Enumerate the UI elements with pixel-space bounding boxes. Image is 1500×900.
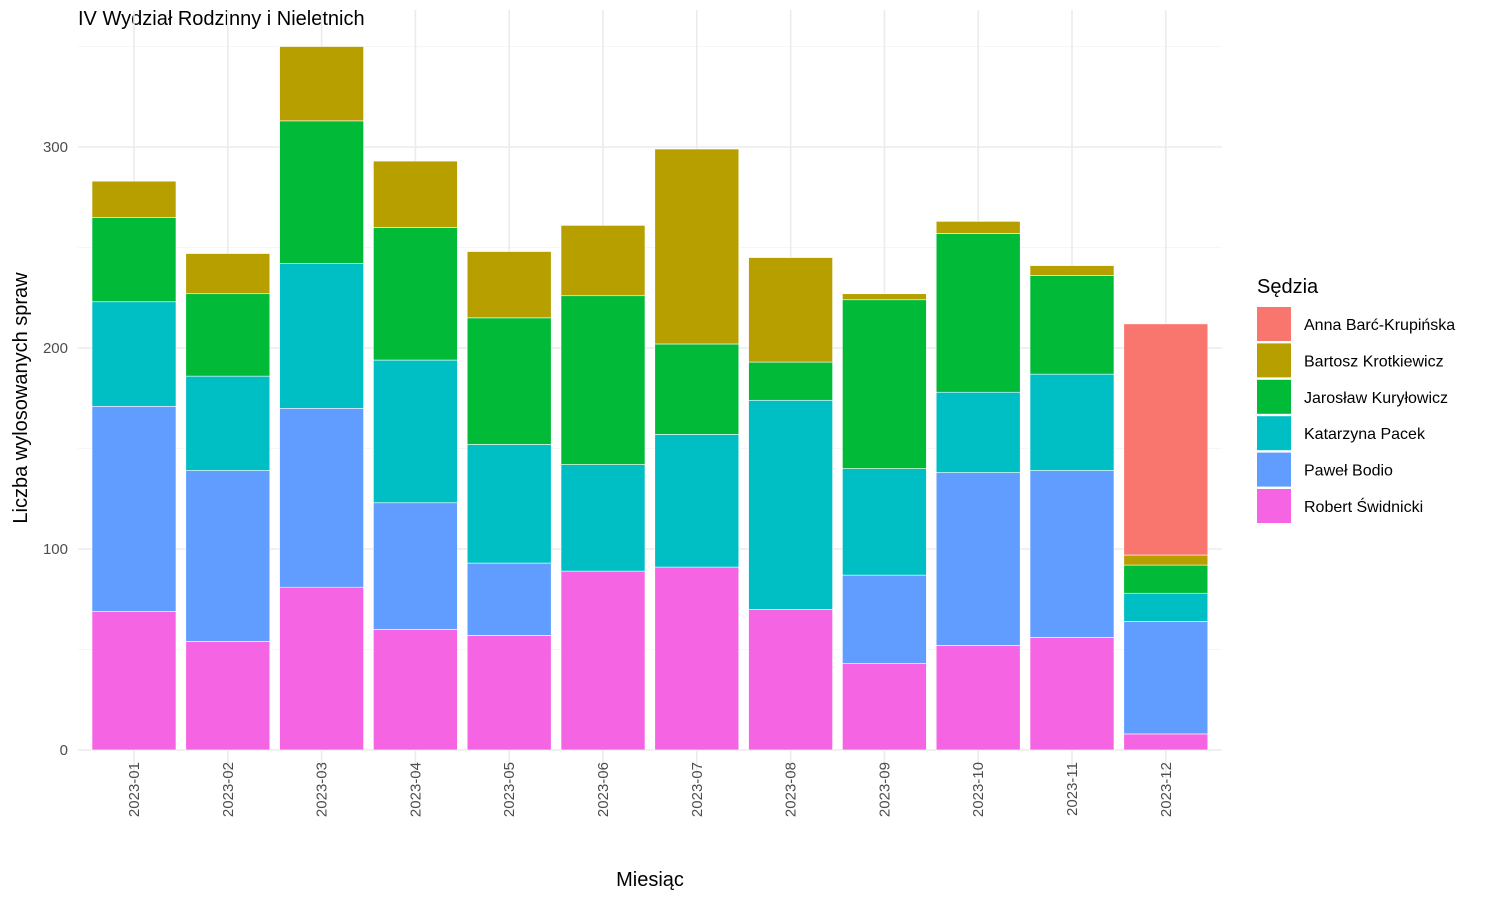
bar-segment <box>279 407 364 588</box>
bar-segment <box>654 434 740 568</box>
bar-segment <box>654 148 740 345</box>
bar-segment <box>560 225 646 297</box>
legend-swatch <box>1257 379 1291 414</box>
bar-segment <box>1123 564 1209 594</box>
bar-segment <box>185 641 271 751</box>
x-tick-label: 2023-06 <box>595 762 612 817</box>
bar-segment <box>185 253 271 295</box>
bar-segment <box>466 635 552 751</box>
y-tick-label: 300 <box>43 139 68 156</box>
y-axis-ticks: 0 100 200 300 <box>43 139 68 759</box>
bar-segment <box>185 470 271 642</box>
bar-segment <box>91 217 177 303</box>
bar-segment <box>185 375 271 471</box>
bar-segment <box>466 444 552 564</box>
legend-swatch <box>1257 307 1291 341</box>
legend-swatch <box>1257 489 1291 523</box>
bar-segment <box>1123 733 1209 751</box>
bar-segment <box>1029 275 1115 375</box>
legend-swatch <box>1257 343 1291 378</box>
bar-segment <box>373 502 458 630</box>
x-tick-label: 2023-05 <box>501 762 518 817</box>
bar-segment <box>91 180 177 218</box>
bar-segment <box>748 399 833 610</box>
bar-segment <box>842 574 927 664</box>
x-tick-label: 2023-03 <box>314 762 331 817</box>
bar-segment <box>373 629 458 751</box>
bar-segment <box>842 468 927 576</box>
bar-segment <box>1029 265 1115 276</box>
bar-segment <box>279 586 364 751</box>
bar-segment <box>560 295 646 465</box>
bar-segment <box>1029 637 1115 751</box>
y-axis-title: Liczba wylosowanych spraw <box>10 272 32 524</box>
legend-label: Robert Świdnicki <box>1304 497 1423 516</box>
bar-segment <box>185 293 271 377</box>
bar-segment <box>373 227 458 361</box>
bar-segment <box>935 645 1021 751</box>
bar-segment <box>91 301 177 407</box>
legend-label: Jarosław Kuryłowicz <box>1304 390 1448 407</box>
bar-segment <box>1029 373 1115 471</box>
bar-segment <box>654 343 740 435</box>
bar-segment <box>935 233 1021 393</box>
bar-segment <box>91 405 177 612</box>
bar-segment <box>1123 323 1209 556</box>
bar-segment <box>842 293 927 301</box>
x-tick-label: 2023-08 <box>783 762 800 817</box>
y-tick-label: 0 <box>60 742 68 759</box>
legend-title: Sędzia <box>1257 276 1319 298</box>
bar-segment <box>466 317 552 445</box>
chart-title: IV Wydział Rodzinny i Nieletnich <box>78 8 365 30</box>
bar-segment <box>466 251 552 319</box>
x-tick-label: 2023-12 <box>1158 762 1175 817</box>
x-tick-label: 2023-10 <box>970 762 987 817</box>
bar-segment <box>1123 592 1209 622</box>
bar-segment <box>748 361 833 401</box>
bar-segment <box>466 562 552 636</box>
bar-segment <box>373 359 458 504</box>
bar-segment <box>748 608 833 751</box>
bar-segment <box>279 263 364 409</box>
x-tick-label: 2023-01 <box>126 762 143 817</box>
bar-segment <box>373 160 458 228</box>
legend-swatch <box>1257 416 1291 451</box>
bar-segment <box>842 299 927 469</box>
legend-label: Paweł Bodio <box>1304 463 1393 480</box>
bar-segment <box>935 472 1021 646</box>
bar-segment <box>1123 621 1209 735</box>
bar-segment <box>1029 470 1115 638</box>
x-tick-label: 2023-02 <box>220 762 237 817</box>
legend-swatch <box>1257 452 1291 487</box>
legend-label: Bartosz Krotkiewicz <box>1304 353 1444 370</box>
bar-segment <box>560 570 646 751</box>
bar-segment <box>1123 554 1209 566</box>
bar-segment <box>279 120 364 264</box>
x-tick-label: 2023-09 <box>876 762 893 817</box>
legend-label: Anna Barć-Krupińska <box>1304 317 1455 334</box>
bars <box>91 46 1209 751</box>
bar-segment <box>842 663 927 751</box>
x-tick-label: 2023-11 <box>1064 762 1081 816</box>
legend-label: Katarzyna Pacek <box>1304 426 1426 443</box>
x-tick-label: 2023-07 <box>689 762 706 817</box>
bar-segment <box>279 46 364 122</box>
bar-segment <box>748 257 833 363</box>
y-tick-label: 200 <box>43 340 68 357</box>
x-axis-ticks: 2023-01 2023-02 2023-03 2023-04 2023-05 2023-… <box>126 762 1175 817</box>
x-tick-label: 2023-04 <box>407 762 424 817</box>
bar-segment <box>654 566 740 751</box>
y-tick-label: 100 <box>43 541 68 558</box>
bar-segment <box>91 611 177 751</box>
x-axis-title: Miesiąc <box>616 869 684 891</box>
bar-segment <box>935 221 1021 234</box>
bar-segment <box>935 391 1021 473</box>
bar-segment <box>560 464 646 572</box>
legend: Sędzia Anna Barć-Krupińska Bartosz Krotki… <box>1257 276 1455 523</box>
